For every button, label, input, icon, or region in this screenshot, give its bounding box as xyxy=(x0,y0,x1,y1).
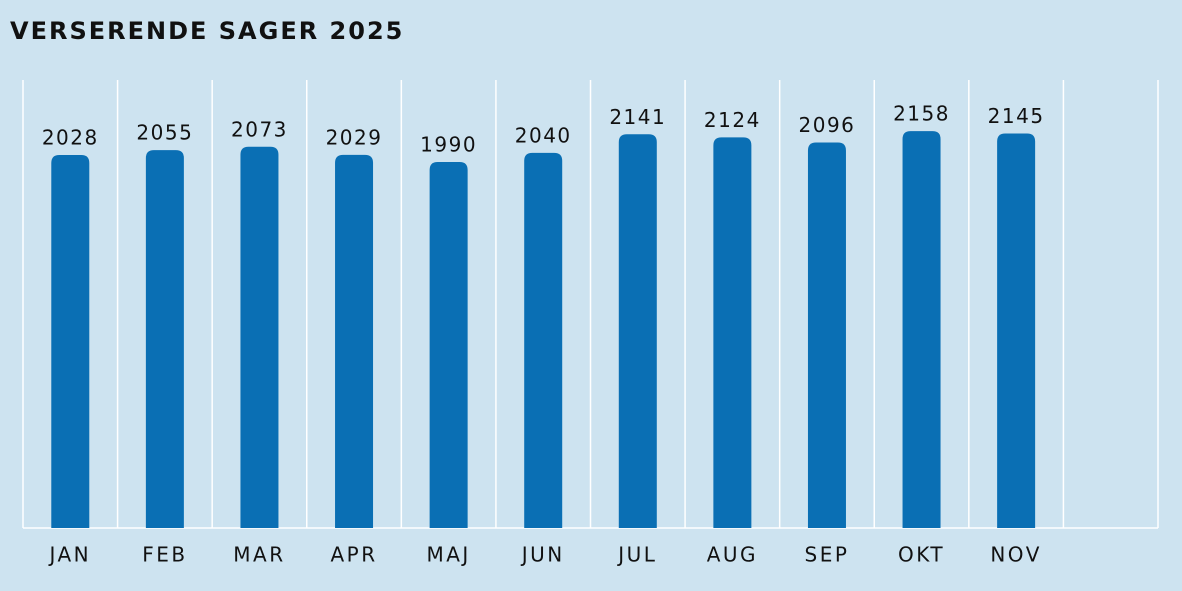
bar xyxy=(429,162,468,528)
value-label: 2096 xyxy=(799,113,856,137)
value-label: 2029 xyxy=(326,125,383,149)
bar xyxy=(145,150,184,528)
x-tick-label: MAJ xyxy=(426,543,470,567)
value-label: 2158 xyxy=(893,102,950,126)
bar xyxy=(335,154,374,528)
bar xyxy=(524,152,563,529)
x-tick-label: AUG xyxy=(707,543,758,567)
x-tick-label: MAR xyxy=(233,543,285,567)
x-tick-label: APR xyxy=(330,543,377,567)
value-label: 2145 xyxy=(988,104,1045,128)
bar xyxy=(713,137,752,528)
value-label: 2124 xyxy=(704,108,761,132)
x-tick-label: SEP xyxy=(805,543,850,567)
x-tick-label: FEB xyxy=(142,543,187,567)
x-tick-label: JUL xyxy=(616,543,657,567)
chart-title: VERSERENDE SAGER 2025 xyxy=(10,17,404,45)
value-label: 2028 xyxy=(42,126,99,150)
value-label: 1990 xyxy=(420,133,477,157)
bar xyxy=(618,134,657,528)
bar xyxy=(51,155,90,528)
x-tick-label: OKT xyxy=(898,543,945,567)
bar xyxy=(807,142,846,528)
bar xyxy=(902,131,941,528)
value-label: 2055 xyxy=(136,121,193,145)
x-tick-label: JAN xyxy=(47,543,91,567)
x-tick-label: NOV xyxy=(990,543,1042,567)
x-tick-label: JUN xyxy=(520,543,565,567)
value-label: 2073 xyxy=(231,117,288,141)
bar xyxy=(997,133,1036,528)
value-label: 2141 xyxy=(609,105,666,129)
bar xyxy=(240,146,279,529)
value-label: 2040 xyxy=(515,123,572,147)
